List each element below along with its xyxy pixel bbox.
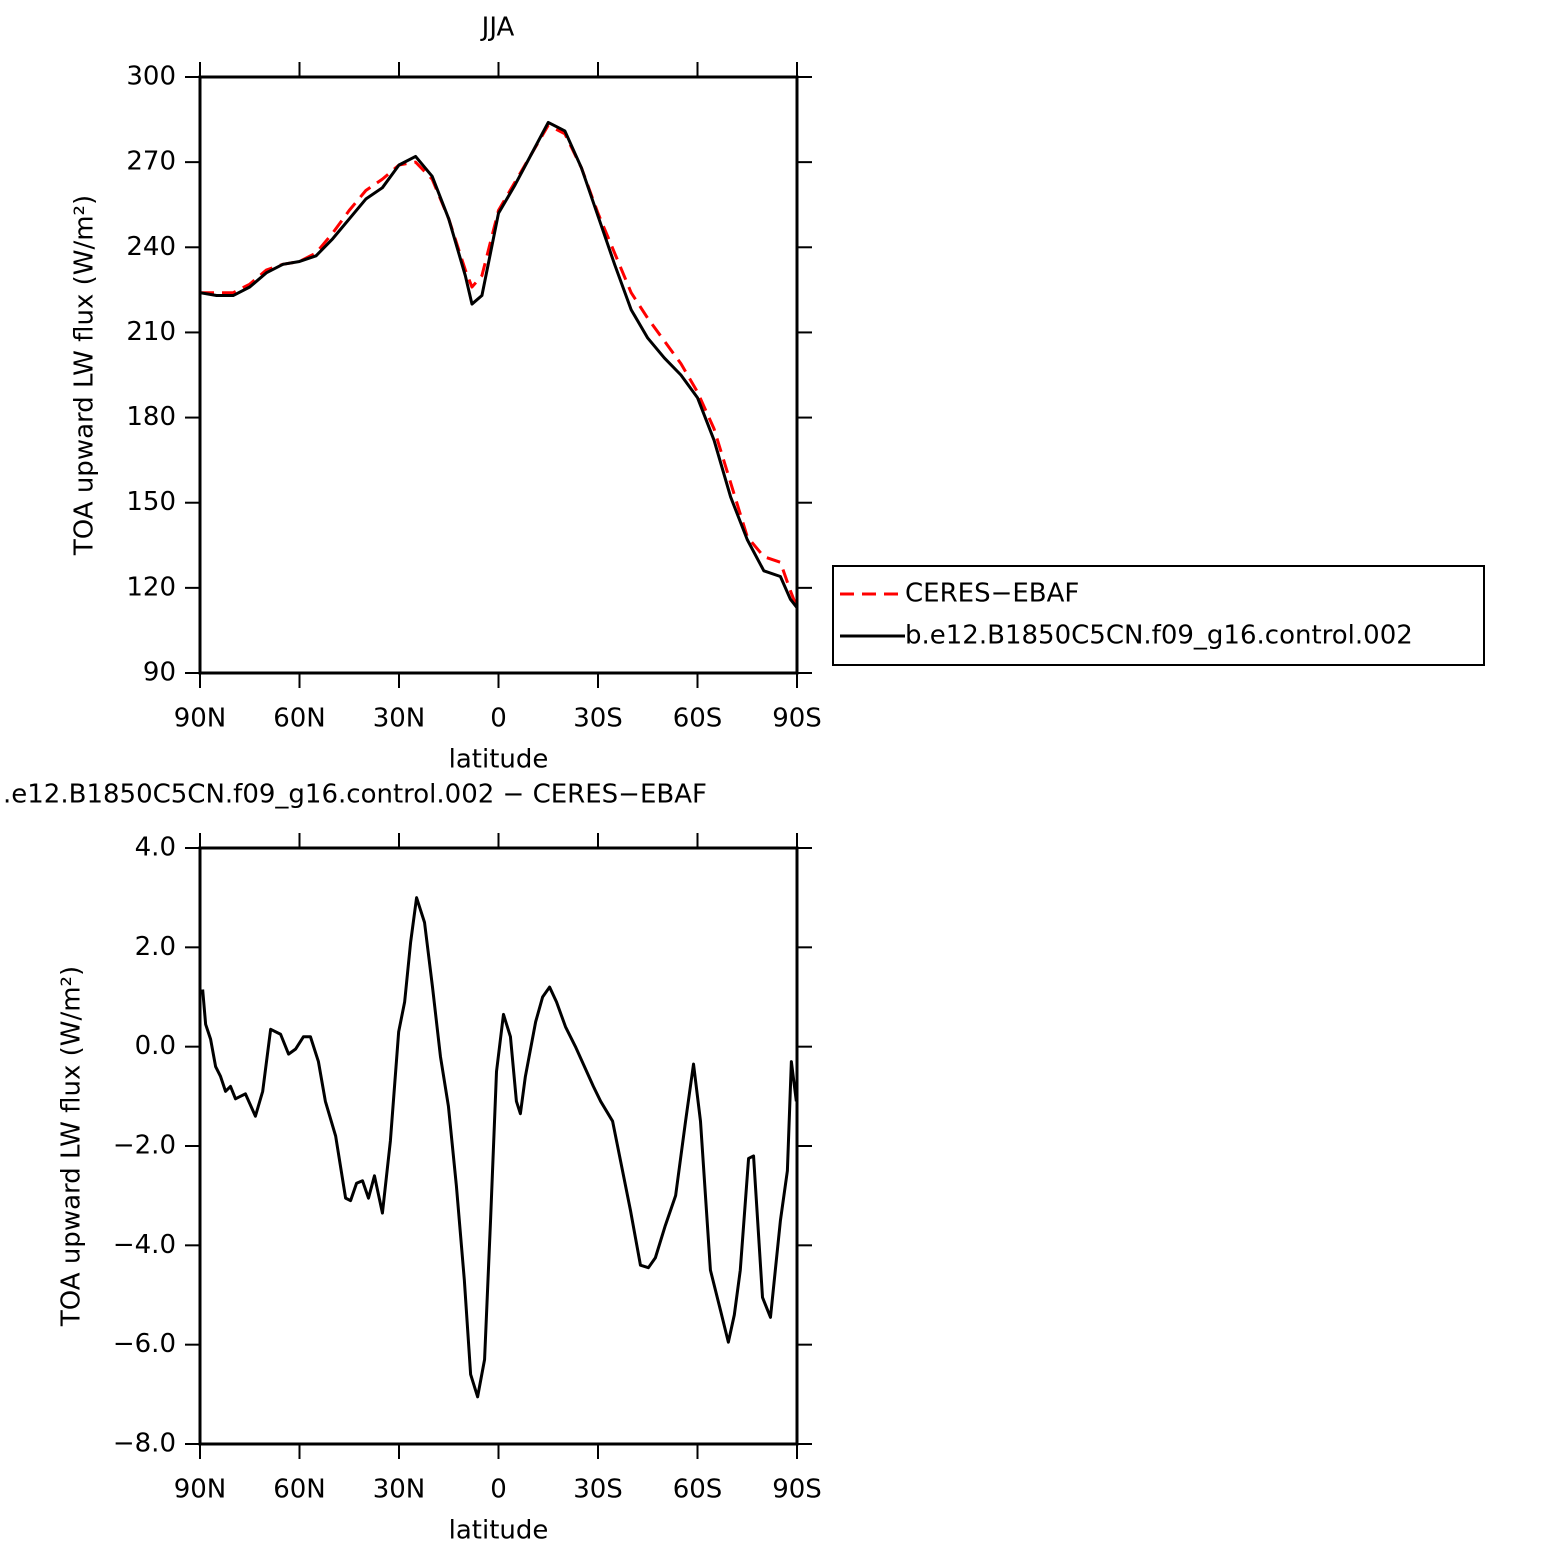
legend-label: b.e12.B1850C5CN.f09_g16.control.002 [905,621,1413,651]
chart-title: .e12.B1850C5CN.f09_g16.control.002 − CER… [3,780,707,810]
y-tick-label: 120 [126,572,176,602]
y-tick-label: 0.0 [135,1031,176,1061]
y-tick-label: 180 [126,402,176,432]
y-tick-label: 150 [126,487,176,517]
y-tick-label: −2.0 [113,1131,176,1161]
x-tick-label: 0 [490,704,507,734]
legend-label: CERES−EBAF [905,579,1079,609]
y-tick-label: −8.0 [113,1429,176,1459]
series-line [199,120,799,609]
x-tick-label: 0 [490,1475,507,1505]
y-tick-label: −6.0 [113,1329,176,1359]
x-axis-label: latitude [449,1516,549,1546]
x-axis-label: latitude [449,745,549,775]
x-tick-label: 60S [673,1475,723,1505]
y-tick-label: 2.0 [135,932,176,962]
y-tick-label: 4.0 [135,833,176,863]
x-tick-label: 60N [273,1475,326,1505]
chart-title: JJA [480,13,515,43]
series-line [201,896,798,1399]
y-axis-label: TOA upward LW flux (W/m²) [70,195,100,556]
y-tick-label: 300 [126,62,176,92]
x-tick-label: 90S [772,704,822,734]
y-tick-label: −4.0 [113,1230,176,1260]
legend-box [832,565,1485,666]
x-tick-label: 30S [573,704,623,734]
plot-frame [198,75,799,675]
plot-frame [198,846,799,1446]
x-tick-label: 30N [373,704,426,734]
x-tick-label: 90N [174,704,227,734]
y-axis-label: TOA upward LW flux (W/m²) [57,966,87,1327]
y-tick-label: 210 [126,317,176,347]
x-tick-label: 30N [373,1475,426,1505]
y-tick-label: 240 [126,232,176,262]
y-tick-label: 270 [126,147,176,177]
y-tick-label: 90 [143,658,176,688]
series-line [200,123,799,609]
x-tick-label: 30S [573,1475,623,1505]
x-tick-label: 90N [174,1475,227,1505]
x-tick-label: 60S [673,704,723,734]
x-tick-label: 60N [273,704,326,734]
x-tick-label: 90S [772,1475,822,1505]
